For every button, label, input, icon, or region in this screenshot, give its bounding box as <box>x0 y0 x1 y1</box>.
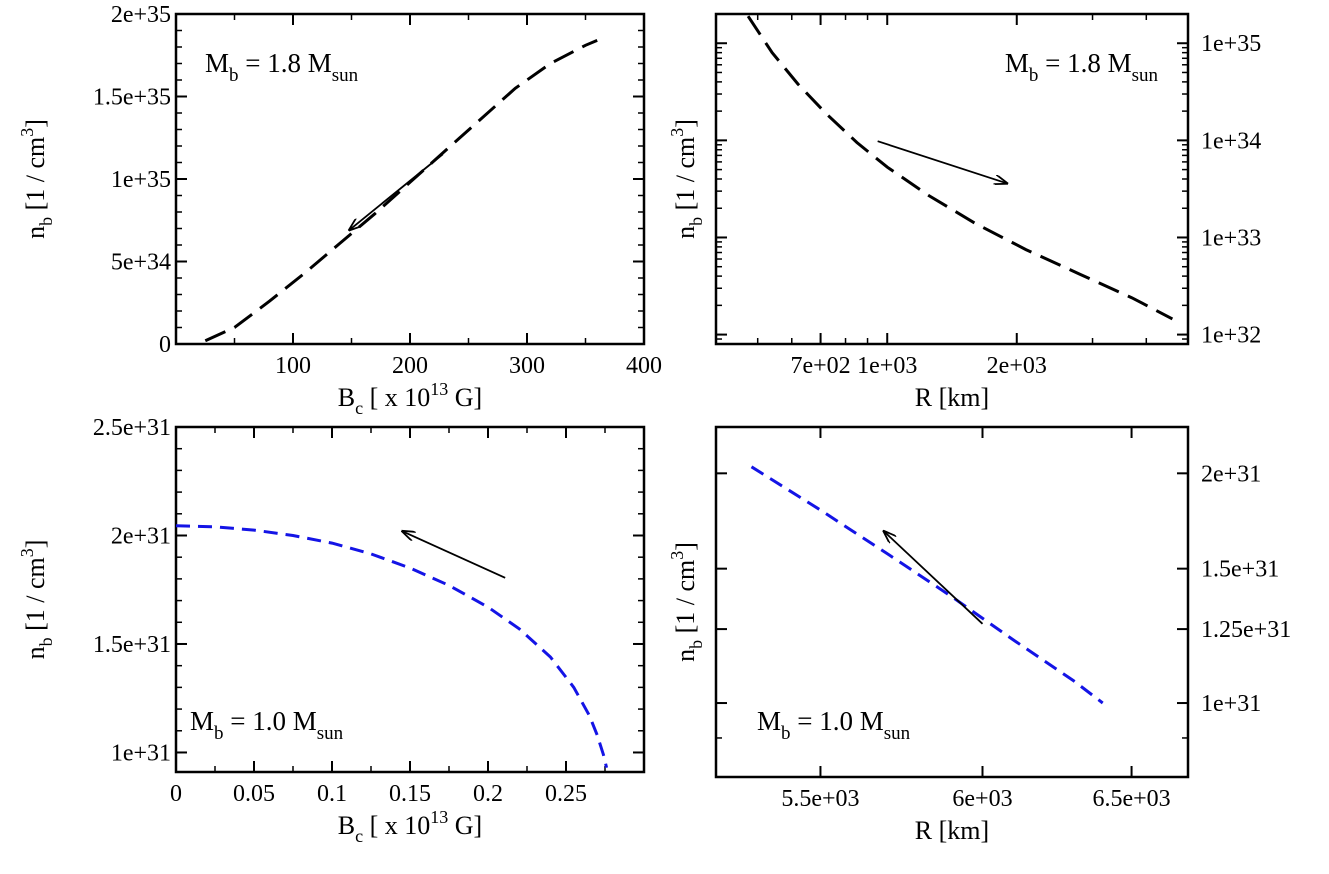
y-tick-label: 1e+34 <box>1201 128 1261 154</box>
y-tick-label: 1.5e+31 <box>1201 557 1279 583</box>
x-tick-label: 0.25 <box>545 781 587 807</box>
y-tick-label: 1e+33 <box>1201 225 1261 251</box>
y-tick-label: 2e+31 <box>111 523 171 549</box>
x-tick-label: 0.2 <box>473 781 503 807</box>
chart-panel-1: 100 200 300 400 0 5e+34 1e+35 1.5e+35 2e+35 Mb = … <box>17 2 662 418</box>
y-tick-label: 5e+34 <box>111 250 171 276</box>
mass-annotation: Mb = 1.0 Msun <box>190 706 344 744</box>
y-tick-label: 1.25e+31 <box>1201 617 1291 643</box>
x-axis-label: Bc [ x 1013 G] <box>338 379 482 418</box>
y-axis-label: nb [1 / cm3] <box>17 119 56 239</box>
series-line <box>175 524 609 769</box>
x-axis-label: R [km] <box>915 816 989 845</box>
x-tick-label: 1e+03 <box>857 353 917 379</box>
y-axis-label: nb [1 / cm3] <box>667 542 706 662</box>
mass-annotation: Mb = 1.8 Msun <box>1005 48 1159 86</box>
series-line <box>204 39 598 343</box>
x-tick-label: 0.05 <box>233 781 275 807</box>
y-tick-label: 2e+31 <box>1201 461 1261 487</box>
y-tick-label: 1e+31 <box>1201 691 1261 717</box>
y-axis-label: nb [1 / cm3] <box>17 540 56 660</box>
x-axis-label: Bc [ x 1013 G] <box>338 807 482 846</box>
x-tick-label: 200 <box>392 353 428 379</box>
direction-arrow <box>349 153 444 230</box>
y-tick-label: 1.5e+31 <box>93 632 171 658</box>
y-tick-label: 1.5e+35 <box>93 85 171 111</box>
x-tick-label: 2e+03 <box>987 353 1047 379</box>
x-tick-label: 400 <box>626 353 662 379</box>
x-tick-label: 0.15 <box>389 781 431 807</box>
direction-arrow <box>884 531 984 625</box>
x-tick-label: 6.5e+03 <box>1092 786 1170 812</box>
chart-panel-3: 0 0.05 0.1 0.15 0.2 0.25 1e+31 1.5e+31 2e+31 2.5e… <box>17 415 646 846</box>
x-tick-label: 7e+02 <box>790 353 850 379</box>
y-tick-label: 1e+35 <box>111 167 171 193</box>
mass-annotation: Mb = 1.0 Msun <box>757 706 911 744</box>
y-tick-label: 0 <box>159 332 171 358</box>
series-line <box>746 15 1174 321</box>
x-tick-label: 100 <box>275 353 311 379</box>
y-tick-label: 2e+35 <box>111 2 171 28</box>
x-tick-label: 300 <box>509 353 545 379</box>
x-axis-label: R [km] <box>915 383 989 412</box>
y-axis-label: nb [1 / cm3] <box>667 119 706 239</box>
mass-annotation: Mb = 1.8 Msun <box>205 48 359 86</box>
x-tick-label: 6e+03 <box>952 786 1012 812</box>
series-line <box>750 465 1104 705</box>
plot-frame <box>714 425 1190 779</box>
direction-arrow <box>402 531 506 579</box>
y-tick-label: 1e+31 <box>111 740 171 766</box>
x-tick-label: 0 <box>170 781 182 807</box>
direction-arrow <box>877 140 1008 183</box>
x-tick-label: 5.5e+03 <box>781 786 859 812</box>
x-tick-label: 0.1 <box>317 781 347 807</box>
chart-panel-4: 5.5e+03 6e+03 6.5e+03 1e+31 1.25e+31 1.5e+31 2… <box>667 425 1291 845</box>
y-tick-label: 1e+32 <box>1201 323 1261 349</box>
y-tick-label: 2.5e+31 <box>93 415 171 441</box>
y-tick-label: 1e+35 <box>1201 31 1261 57</box>
chart-panel-2: 7e+02 1e+03 2e+03 1e+32 1e+33 1e+34 1e+35 Mb = … <box>667 12 1261 412</box>
